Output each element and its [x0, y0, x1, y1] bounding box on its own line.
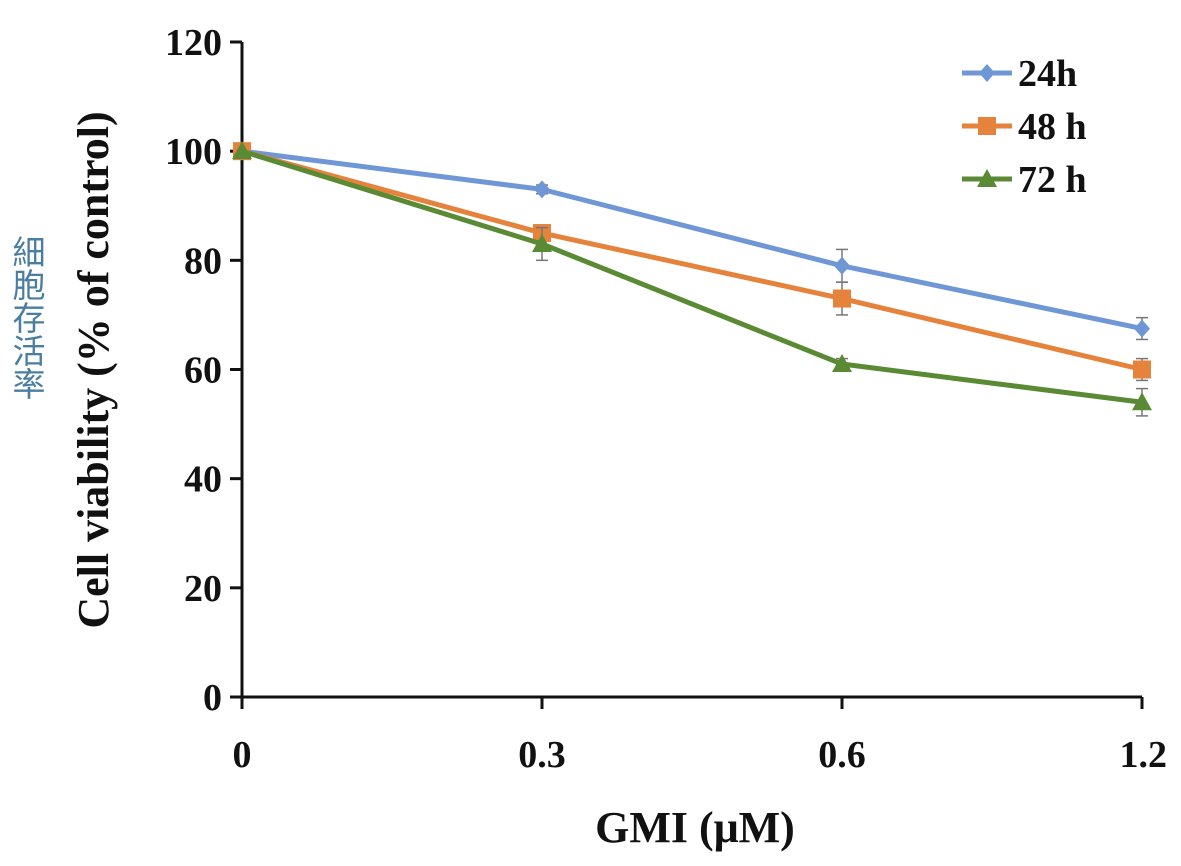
series-3 [232, 141, 1152, 417]
series-1 [234, 142, 1150, 341]
legend-marker [978, 117, 996, 135]
series-line [241, 148, 1143, 405]
x-tick-label: 0.6 [818, 734, 866, 776]
data-point [834, 256, 850, 275]
y-tick-label: 40 [184, 459, 222, 501]
legend-marker [979, 64, 995, 82]
legend-item: 72 h [962, 159, 1087, 201]
y-tick-label: 120 [165, 22, 222, 64]
data-point [232, 141, 252, 160]
legend: 24h 48 h 72 h [962, 53, 1087, 201]
legend-item: 24h [962, 53, 1077, 95]
series-2 [233, 142, 1151, 382]
legend-item: 48 h [962, 106, 1087, 148]
data-point [832, 354, 852, 373]
y-tick-label: 0 [203, 677, 222, 719]
data-point [534, 180, 550, 199]
y-axis-title: Cell viability (% of control) [69, 111, 118, 628]
x-axis-title: GMI (μM) [595, 803, 795, 852]
y-tick-label: 100 [165, 131, 222, 173]
legend-label: 72 h [1018, 159, 1087, 201]
data-point [532, 233, 552, 252]
x-tick-label: 1.2 [1120, 734, 1168, 776]
y-tick-label: 80 [184, 240, 222, 282]
y-tick-label: 20 [184, 568, 222, 610]
y-tick-label: 60 [184, 350, 222, 392]
legend-marker [977, 169, 997, 187]
legend-label: 48 h [1018, 106, 1087, 148]
data-point [833, 289, 851, 308]
data-point [1132, 392, 1152, 411]
data-point [1133, 360, 1151, 379]
series-line [241, 148, 1143, 332]
side-label: 細胞存活率 [7, 235, 46, 400]
series-line [241, 148, 1143, 372]
x-tick-label: 0 [233, 734, 252, 776]
legend-label: 24h [1018, 53, 1077, 95]
data-point [1134, 319, 1150, 338]
x-tick-label: 0.3 [518, 734, 566, 776]
series-layer [232, 141, 1152, 417]
axes: 0 20 40 60 80 100 120 0 0.3 0.6 1.2 [165, 22, 1167, 776]
